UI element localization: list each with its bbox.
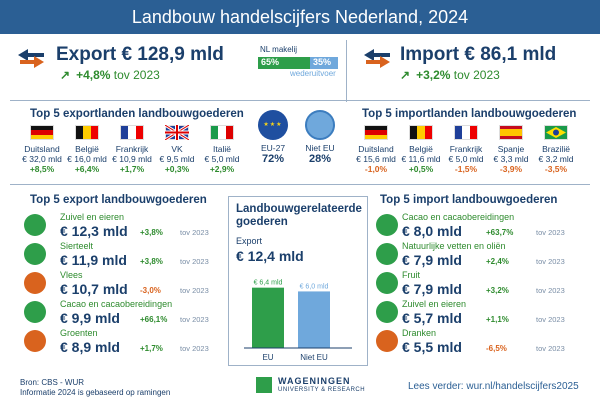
import-products: Cacao en cacaobereidingen € 8,0 mld +63,… [376,212,586,357]
page-title: Landbouw handelscijfers Nederland, 2024 [131,7,469,27]
related-panel [228,196,368,366]
import-headline: Import € 86,1 mld [400,44,557,65]
export-countries-title: Top 5 exportlanden landbouwgoederen [30,108,244,120]
import-product-row: Natuurlijke vetten en oliën € 7,9 mld +2… [376,241,586,270]
eu-stars-icon: ★★★ [258,110,288,140]
related-value: € 12,4 mld [236,248,304,264]
logo-name: WAGENINGEN [278,376,351,386]
footer-note: Informatie 2024 is gebaseerd op ramingen [20,388,171,397]
logo-sub: UNIVERSITY & RESEARCH [278,387,366,393]
eu-share: ★★★ EU-27 72% [255,110,291,165]
flag-belgium-icon [409,125,433,140]
export-product-row: Vlees € 10,7 mld -3,0% tov 2023 [24,270,224,299]
flag-germany-icon [30,125,54,140]
import-products-title: Top 5 import landbouwgoederen [380,194,558,206]
flag-italy-icon [210,125,234,140]
share-sub: wederuitvoer [290,69,336,78]
export-country-uk: VK € 9,5 mld +0,3% [157,125,197,174]
tomato-icon [24,330,46,352]
flag-france-icon [454,125,478,140]
import-country-belgium: België € 11,6 mld +0,5% [401,125,441,174]
apple-icon [376,272,398,294]
bar-label-1: € 6,0 mld [300,283,329,290]
read-more-link[interactable]: Lees verder: wur.nl/handelscijfers2025 [408,381,579,392]
related-title-1: Landbouwgerelateerde [236,203,362,215]
oil-drop-icon [376,243,398,265]
non-eu-share: Niet EU 28% [300,110,340,165]
import-country-france: Frankrijk € 5,0 mld -1,5% [446,125,486,174]
category-label-0: EU [262,353,273,362]
import-product-row: Cacao en cacaobereidingen € 8,0 mld +63,… [376,212,586,241]
flag-brazil-icon [544,125,568,140]
flag-spain-icon [499,125,523,140]
import-product-row: Dranken € 5,5 mld -6,5% tov 2023 [376,328,586,357]
export-country-germany: Duitsland € 32,0 mld +8,5% [22,125,62,174]
share-nl: 65% [258,57,310,69]
export-country-france: Frankrijk € 10,9 mld +1,7% [112,125,152,174]
share-wederuitvoer: 35% [310,57,338,69]
share-label: NL makelij [260,45,298,54]
import-product-row: Fruit € 7,9 mld +3,2% tov 2023 [376,270,586,299]
divider-vertical [346,40,347,102]
category-label-1: Niet EU [300,353,328,362]
bar-label-0: € 6,4 mld [254,280,283,287]
share-bar: 65% 35% [258,57,338,69]
export-product-row: Zuivel en eieren € 12,3 mld +3,8% tov 20… [24,212,224,241]
flag-germany-icon [364,125,388,140]
related-title-2: goederen [236,216,288,228]
header-banner: Landbouw handelscijfers Nederland, 2024 [0,0,600,34]
import-arrows-icon [362,48,392,73]
cacao-icon [376,214,398,236]
wur-logo-icon [256,377,272,393]
bottle-icon [376,330,398,352]
related-label: Export [236,236,263,246]
export-products: Zuivel en eieren € 12,3 mld +3,8% tov 20… [24,212,224,357]
flag-belgium-icon [75,125,99,140]
import-growth: ↗ +3,2% tov 2023 [400,68,500,82]
cacao-icon [24,301,46,323]
import-countries: Duitsland € 15,6 mld -1,0% België € 11,6… [356,125,576,174]
globe-icon [305,110,335,140]
export-country-belgium: België € 16,0 mld +6,4% [67,125,107,174]
export-countries: Duitsland € 32,0 mld +8,5% België € 16,0… [22,125,242,174]
divider-top [10,100,590,101]
export-product-row: Cacao en cacaobereidingen € 9,9 mld +66,… [24,299,224,328]
export-headline: Export € 128,9 mld [56,44,224,65]
flower-icon [24,243,46,265]
export-growth: ↗ +4,8% tov 2023 [60,68,160,82]
import-country-germany: Duitsland € 15,6 mld -1,0% [356,125,396,174]
arrow-up-icon: ↗ [400,68,411,82]
export-product-row: Groenten € 8,9 mld +1,7% tov 2023 [24,328,224,357]
import-country-brazil: Brazilië € 3,2 mld -3,5% [536,125,576,174]
related-bar-chart: € 6,4 mld EU € 6,0 mld Niet EU [244,280,352,362]
import-product-row: Zuivel en eieren € 5,7 mld +1,1% tov 202… [376,299,586,328]
bar-0 [252,287,284,348]
export-product-row: Sierteelt € 11,9 mld +3,8% tov 2023 [24,241,224,270]
footer-source: Bron: CBS - WUR [20,378,85,387]
milk-bottle-icon [376,301,398,323]
export-products-title: Top 5 export landbouwgoederen [30,194,207,206]
flag-uk-icon [165,125,189,140]
milk-bottle-icon [24,214,46,236]
bar-1 [298,291,330,348]
import-country-spain: Spanje € 3,3 mld -3,9% [491,125,531,174]
flag-france-icon [120,125,144,140]
divider-middle [10,184,590,185]
arrow-up-icon: ↗ [60,68,71,82]
import-countries-title: Top 5 importlanden landbouwgoederen [362,108,577,120]
export-country-italy: Italië € 5,0 mld +2,9% [202,125,242,174]
meat-icon [24,272,46,294]
export-arrows-icon [16,48,46,73]
